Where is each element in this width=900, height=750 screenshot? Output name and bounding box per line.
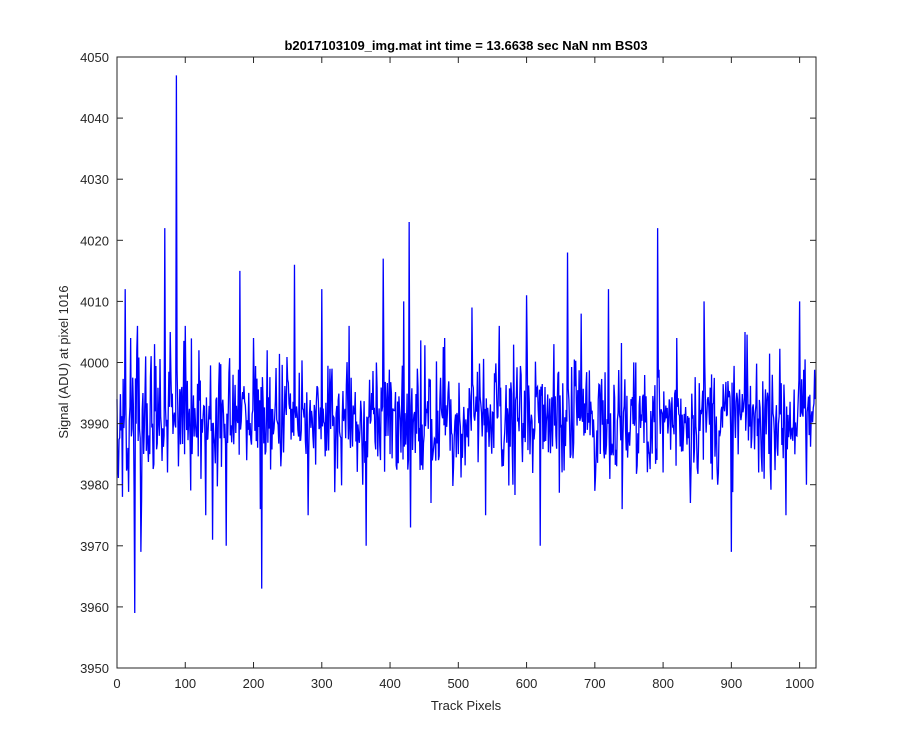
x-tick-label: 500 <box>447 676 469 691</box>
x-tick-label: 900 <box>721 676 743 691</box>
y-tick-label: 4030 <box>80 172 109 187</box>
series-line-0 <box>116 75 816 614</box>
x-tick-label: 600 <box>516 676 538 691</box>
y-tick-label: 3980 <box>80 478 109 493</box>
y-tick-label: 4040 <box>80 111 109 126</box>
x-tick-label: 300 <box>311 676 333 691</box>
y-tick-label: 3950 <box>80 661 109 676</box>
x-tick-label: 400 <box>379 676 401 691</box>
y-tick-label: 4000 <box>80 356 109 371</box>
y-tick-label: 4050 <box>80 50 109 65</box>
x-tick-label: 700 <box>584 676 606 691</box>
x-tick-label: 1000 <box>785 676 814 691</box>
x-tick-label: 0 <box>113 676 120 691</box>
plot-area: 0 100 200 300 400 500 600 700 800 900 1000 3950 3960… <box>80 50 817 691</box>
ticks-layer: 0 100 200 300 400 500 600 700 800 900 1000 3950 3960… <box>80 50 816 691</box>
axes-box <box>116 56 817 669</box>
y-tick-label: 3970 <box>80 539 109 554</box>
axes-background <box>117 57 816 668</box>
x-axis-label: Track Pixels <box>431 698 502 713</box>
y-tick-label: 4010 <box>80 294 109 309</box>
y-tick-label: 3960 <box>80 600 109 615</box>
y-axis-label: Signal (ADU) at pixel 1016 <box>56 285 71 438</box>
y-tick-label: 3990 <box>80 417 109 432</box>
y-tick-label: 4020 <box>80 233 109 248</box>
chart-title: b2017103109_img.mat int time = 13.6638 s… <box>284 38 647 53</box>
series-layer <box>116 75 816 614</box>
x-tick-label: 100 <box>174 676 196 691</box>
x-tick-label: 200 <box>243 676 265 691</box>
x-tick-label: 800 <box>652 676 674 691</box>
